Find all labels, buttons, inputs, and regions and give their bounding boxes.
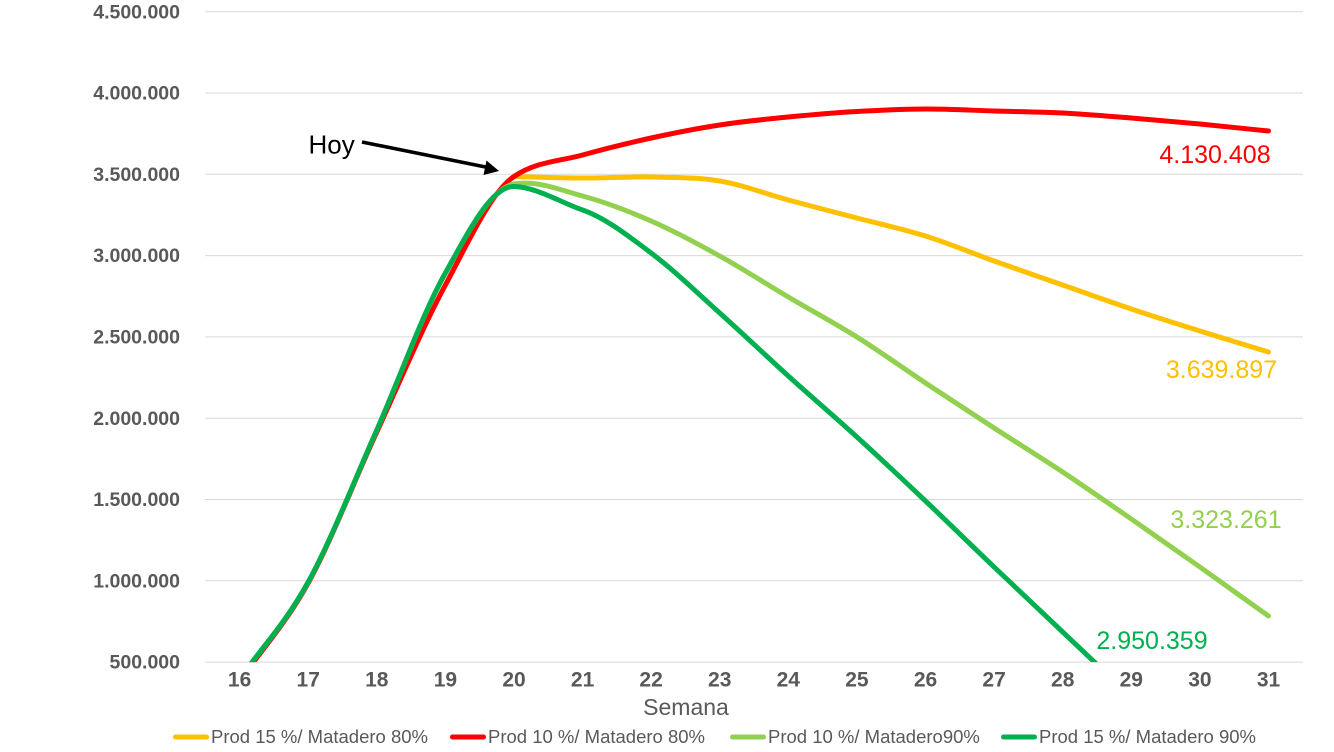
svg-text:27: 27 — [982, 669, 1005, 692]
svg-text:20: 20 — [502, 669, 525, 692]
svg-text:1.500.000: 1.500.000 — [93, 489, 180, 511]
svg-text:3.639.897: 3.639.897 — [1166, 356, 1277, 384]
svg-text:2.000.000: 2.000.000 — [93, 408, 180, 430]
svg-text:30: 30 — [1188, 669, 1211, 692]
svg-text:17: 17 — [297, 669, 320, 692]
svg-text:3.500.000: 3.500.000 — [93, 164, 180, 186]
svg-text:Prod 15 %/ Matadero 80%: Prod 15 %/ Matadero 80% — [211, 726, 428, 747]
svg-text:3.000.000: 3.000.000 — [93, 245, 180, 267]
svg-text:22: 22 — [639, 669, 662, 692]
svg-text:21: 21 — [571, 669, 595, 692]
svg-text:31: 31 — [1257, 669, 1281, 692]
svg-text:29: 29 — [1120, 669, 1143, 692]
svg-text:500.000: 500.000 — [110, 652, 181, 674]
svg-text:28: 28 — [1051, 669, 1075, 692]
svg-text:23: 23 — [708, 669, 731, 692]
svg-text:Prod 10 %/ Matadero90%: Prod 10 %/ Matadero90% — [768, 726, 980, 747]
svg-text:Prod 15 %/ Matadero 90%: Prod 15 %/ Matadero 90% — [1039, 726, 1256, 747]
svg-text:Hoy: Hoy — [309, 130, 355, 160]
svg-text:16: 16 — [228, 669, 251, 692]
svg-text:26: 26 — [914, 669, 937, 692]
svg-text:4.000.000: 4.000.000 — [93, 83, 180, 105]
svg-text:3.323.261: 3.323.261 — [1170, 506, 1281, 534]
svg-text:2.500.000: 2.500.000 — [93, 327, 180, 349]
svg-text:1.000.000: 1.000.000 — [93, 570, 180, 592]
svg-text:25: 25 — [845, 669, 869, 692]
svg-text:19: 19 — [434, 669, 457, 692]
svg-text:Semana: Semana — [643, 694, 729, 720]
svg-text:24: 24 — [777, 669, 801, 692]
svg-text:4.500.000: 4.500.000 — [93, 1, 180, 23]
svg-text:2.950.359: 2.950.359 — [1096, 627, 1207, 655]
svg-text:Prod 10 %/ Matadero 80%: Prod 10 %/ Matadero 80% — [488, 726, 705, 747]
svg-text:4.130.408: 4.130.408 — [1159, 141, 1270, 169]
svg-text:18: 18 — [365, 669, 389, 692]
